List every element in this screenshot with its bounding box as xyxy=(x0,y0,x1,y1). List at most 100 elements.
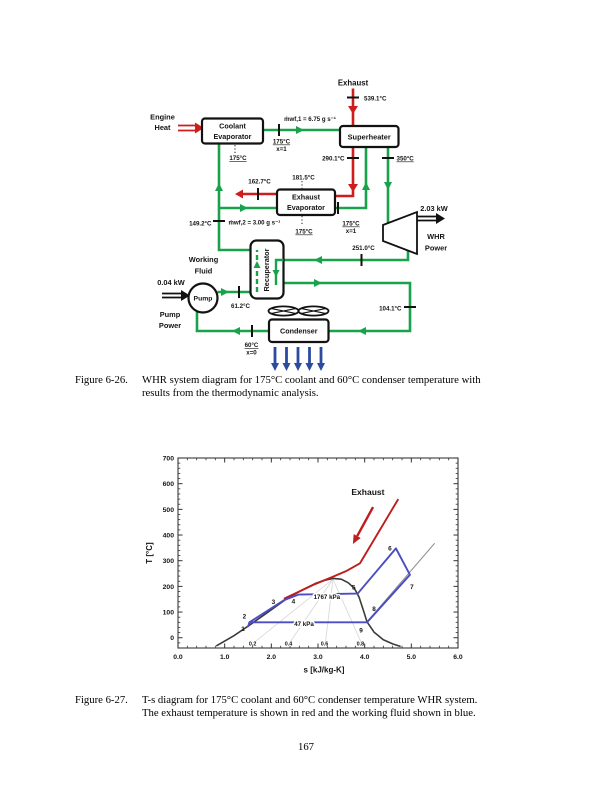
state-point-1: 1 xyxy=(241,626,245,633)
y-tick-label: 0 xyxy=(170,635,174,642)
state-point-4: 4 xyxy=(292,599,296,606)
figure-6-26-caption-body: WHR system diagram for 175°C coolant and… xyxy=(142,374,481,400)
caption-line: WHR system diagram for 175°C coolant and… xyxy=(142,374,481,386)
x-tick-label: 3.0 xyxy=(313,654,323,661)
high-pressure-label: 1767 kPa xyxy=(314,594,341,601)
condenser-air-arrows xyxy=(271,347,325,371)
quality-label: 0.4 xyxy=(285,641,293,647)
coolant-evaporator-label-1: Coolant xyxy=(219,122,246,131)
saturation-dome xyxy=(215,577,401,648)
working-fluid-cycle xyxy=(247,547,411,628)
exhaust-gas-line xyxy=(283,498,400,600)
whr-power-value: 2.03 kW xyxy=(420,204,448,213)
state-point-6: 6 xyxy=(388,545,392,552)
recuperator-internal-streams xyxy=(253,250,284,292)
figure-6-26-caption: Figure 6-26. WHR system diagram for 175°… xyxy=(75,374,481,400)
caption-line: results from the thermodynamic analysis. xyxy=(142,386,319,399)
y-tick-label: 100 xyxy=(163,609,175,616)
coolant-evaporator-box xyxy=(200,117,265,145)
measurement-ticks xyxy=(213,96,416,337)
exhaust-annotation: Exhaust xyxy=(351,487,384,497)
quality-line xyxy=(289,578,334,644)
temp-exhaust-in: 539.1°C xyxy=(364,96,387,103)
pump-label: Pump xyxy=(194,296,213,303)
quality-line xyxy=(325,579,334,643)
page-number: 167 xyxy=(297,741,315,753)
state-condenser-out-quality: x=0 xyxy=(246,350,257,357)
condenser-fan-icon xyxy=(267,305,330,317)
y-tick-label: 500 xyxy=(163,507,175,514)
x-tick-label: 6.0 xyxy=(453,654,463,661)
state-ee-out-temp: 175°C xyxy=(342,221,360,228)
temp-pump-out: 61.2°C xyxy=(231,303,251,310)
state-point-7: 7 xyxy=(410,584,414,591)
exhaust-evaporator-label-2: Evaporator xyxy=(287,203,325,212)
y-axis-title: T [°C] xyxy=(145,542,154,564)
exhaust-evaporator-label-1: Exhaust xyxy=(292,193,321,202)
pump-power-value: 0.04 kW xyxy=(157,278,185,287)
state-ce-out-quality: x=1 xyxy=(276,146,287,153)
flow-arrowheads-red xyxy=(235,106,358,199)
dotted-leaders xyxy=(234,145,303,224)
pump-power-arrow xyxy=(162,290,190,301)
superheater-box xyxy=(338,124,400,149)
state-ce-out-temp: 175°C xyxy=(273,139,291,146)
turbine-symbol xyxy=(382,210,418,256)
x-tick-label: 0.0 xyxy=(173,654,183,661)
quality-label: 0.6 xyxy=(321,641,329,647)
state-ee-out-quality: x=1 xyxy=(346,228,357,235)
y-tick-label: 600 xyxy=(163,481,175,488)
low-pressure-label: 47 kPa xyxy=(294,621,314,628)
y-tick-label: 700 xyxy=(163,455,175,462)
chart-frame xyxy=(177,457,459,649)
engine-heat-label-1: Engine xyxy=(150,113,175,122)
coolant-evaporator-label-2: Evaporator xyxy=(214,132,252,141)
mass-flow-1-label: ṁwf,1 = 6.75 g s⁻¹ xyxy=(284,116,336,123)
working-fluid-label-2: Fluid xyxy=(195,267,213,276)
caption-line: The exhaust temperature is shown in red … xyxy=(142,706,476,719)
pump-power-label-1: Pump xyxy=(160,310,181,319)
state-condenser-out-temp: 60°C xyxy=(245,342,259,349)
superheater-label: Superheater xyxy=(348,133,391,142)
figure-6-26-caption-label: Figure 6-26. xyxy=(75,374,128,386)
y-tick-label: 300 xyxy=(163,558,175,565)
caption-line: T-s diagram for 175°C coolant and 60°C c… xyxy=(142,694,478,706)
condenser-box xyxy=(267,318,330,344)
quality-line xyxy=(332,579,362,644)
temp-superheater-exhaust-out: 290.1°C xyxy=(322,156,345,163)
x-tick-label: 1.0 xyxy=(220,654,230,661)
temp-recuperator-hp-out: 149.2°C xyxy=(189,221,212,228)
state-point-8: 8 xyxy=(372,606,376,613)
figure-6-27-caption: Figure 6-27. T-s diagram for 175°C coola… xyxy=(75,694,477,720)
temp-exhaustevap-pinch: 181.5°C xyxy=(292,175,315,182)
whr-system-diagram: Exhaust 539.1°C Engine Heat Coolant Evap… xyxy=(150,79,448,371)
recuperator-label: Recuperator xyxy=(262,248,271,291)
coolant-sat-temp: 175°C xyxy=(229,155,247,162)
state-point-2: 2 xyxy=(243,613,247,620)
mass-flow-2-label: ṁwf,2 = 3.00 g s⁻¹ xyxy=(229,220,281,227)
x-axis-title: s [kJ/kg-K] xyxy=(304,666,345,675)
state-point-9: 9 xyxy=(359,627,363,634)
flow-arrowheads-green xyxy=(215,126,392,335)
exhaustevap-sat-temp: 175°C xyxy=(295,229,313,236)
figure-6-27-caption-label: Figure 6-27. xyxy=(75,694,128,706)
pipe-turbine-to-recuperator xyxy=(283,250,410,262)
pump-power-label-2: Power xyxy=(159,321,181,330)
temp-turbine-out: 251.0°C xyxy=(352,245,375,252)
x-tick-label: 2.0 xyxy=(267,654,277,661)
condenser-label: Condenser xyxy=(280,327,318,336)
exhaust-inlet-label: Exhaust xyxy=(338,79,369,88)
temp-exhaust-out: 162.7°C xyxy=(248,179,271,186)
temp-recuperator-lp-out: 104.1°C xyxy=(379,306,402,313)
state-point-5: 5 xyxy=(352,585,356,592)
state-point-3: 3 xyxy=(272,599,276,606)
quality-label: 0.8 xyxy=(357,641,365,647)
y-tick-label: 200 xyxy=(163,584,175,591)
exhaust-evaporator-box xyxy=(275,188,337,217)
whr-power-label-2: Power xyxy=(425,244,447,253)
whr-power-arrow xyxy=(417,213,445,224)
pipe-superheater-to-exhaustevap xyxy=(335,147,355,198)
working-fluid-label-1: Working xyxy=(189,255,219,264)
